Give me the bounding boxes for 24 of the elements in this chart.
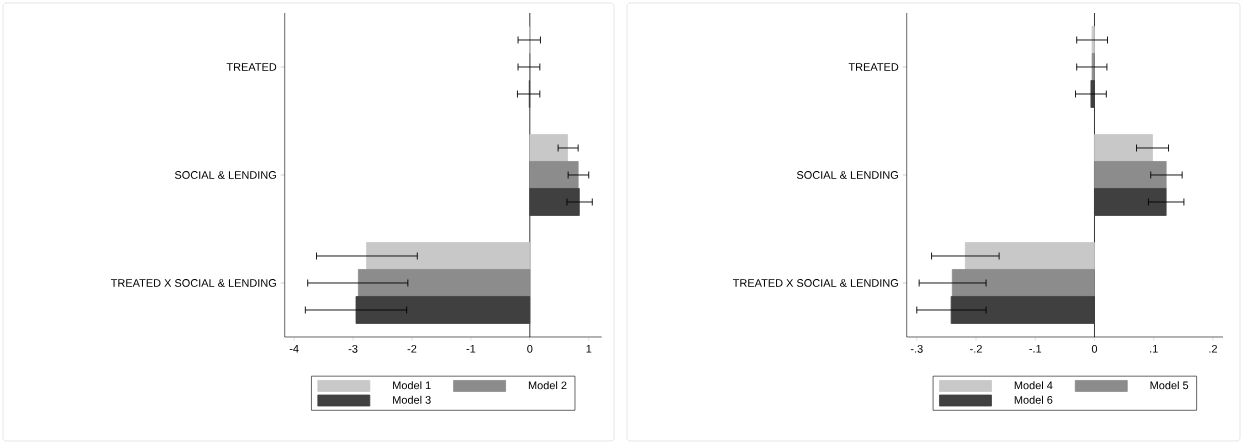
legend-label: Model 1	[393, 381, 431, 390]
y-tick-label: TREATED	[848, 63, 899, 71]
y-tick-label: TREATED X SOCIAL & LENDING	[110, 279, 276, 287]
legend-label: Model 3	[393, 395, 431, 404]
x-tick-label: 0	[527, 344, 533, 353]
x-tick-label: -2	[407, 344, 417, 353]
legend-label: Model 5	[1150, 381, 1189, 390]
legend-label: Model 4	[1014, 381, 1053, 390]
x-tick-label: .2	[1209, 344, 1217, 353]
x-tick-label: .1	[1150, 344, 1158, 353]
y-tick-label: SOCIAL & LENDING	[174, 171, 276, 179]
y-tick-label: TREATED	[226, 63, 277, 71]
x-tick-label: -.1	[1029, 344, 1042, 353]
legend-label: Model 6	[1014, 395, 1053, 404]
x-tick-label: -.2	[970, 344, 982, 353]
x-tick-label: -1	[466, 344, 476, 353]
x-tick-label: -4	[289, 344, 299, 353]
y-tick-label: SOCIAL & LENDING	[796, 171, 898, 179]
x-tick-label: 0	[1091, 344, 1098, 353]
y-tick-label: TREATED X SOCIAL & LENDING	[732, 279, 898, 287]
x-tick-label: -.3	[910, 344, 923, 353]
x-tick-label: -3	[348, 344, 358, 353]
legend-label: Model 2	[528, 381, 567, 390]
x-tick-label: 1	[586, 344, 592, 353]
